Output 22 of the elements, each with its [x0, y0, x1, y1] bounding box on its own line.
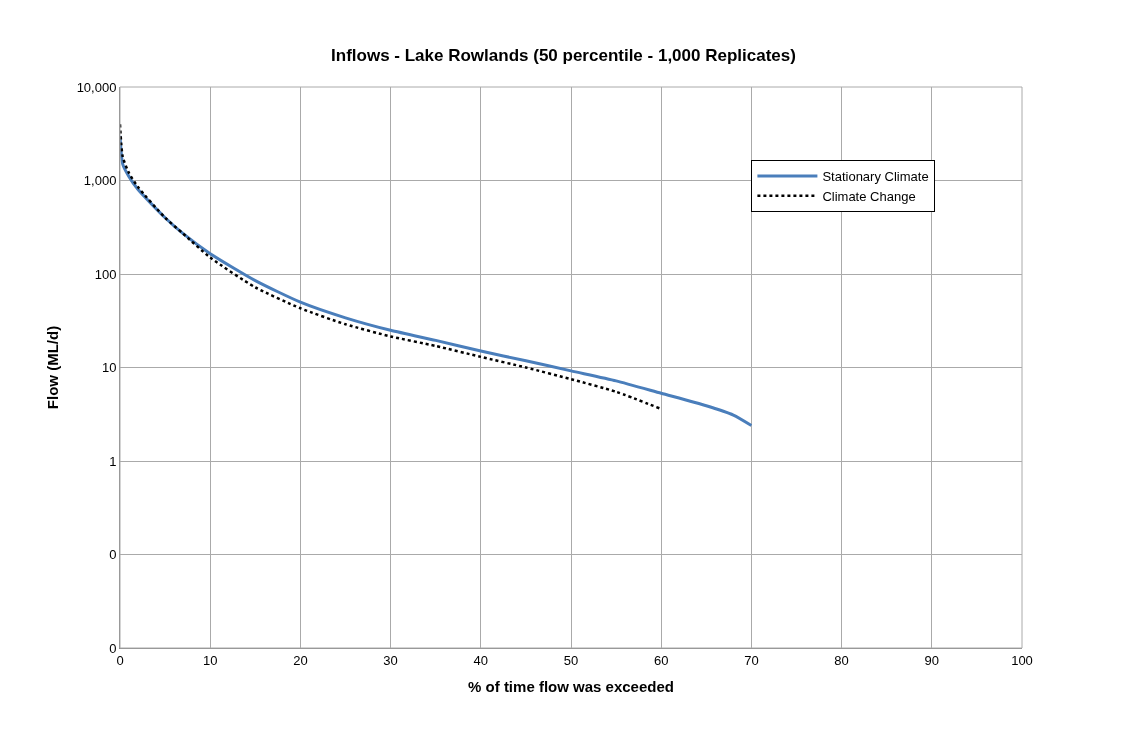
x-tick-label: 80	[834, 652, 849, 668]
x-tick-label: 30	[383, 652, 398, 668]
x-tick-label: 90	[924, 652, 940, 668]
x-tick-label: 40	[473, 652, 489, 668]
y-tick-label: 1,000	[83, 173, 117, 189]
legend-label: Climate Change	[822, 188, 916, 204]
x-tick-label: 20	[293, 652, 308, 668]
legend-label: Stationary Climate	[822, 168, 929, 184]
x-tick-label: 50	[563, 652, 579, 668]
y-tick-label: 100	[94, 266, 117, 282]
x-tick-label: 70	[744, 652, 759, 668]
y-tick-label: 0	[109, 640, 117, 656]
x-axis-title: % of time flow was exceeded	[468, 677, 674, 695]
x-tick-label: 100	[1011, 652, 1033, 668]
y-tick-label: 10	[101, 360, 117, 376]
y-tick-label: 10,000	[76, 79, 117, 95]
y-axis-title: Flow (ML/d)	[43, 325, 61, 410]
chart-title: Inflows - Lake Rowlands (50 percentile - 1,000 Replicates)	[331, 46, 796, 66]
x-tick-label: 10	[202, 652, 218, 668]
y-tick-label: 0	[109, 547, 117, 563]
x-tick-label: 60	[653, 652, 669, 668]
y-tick-label: 1	[109, 453, 117, 469]
